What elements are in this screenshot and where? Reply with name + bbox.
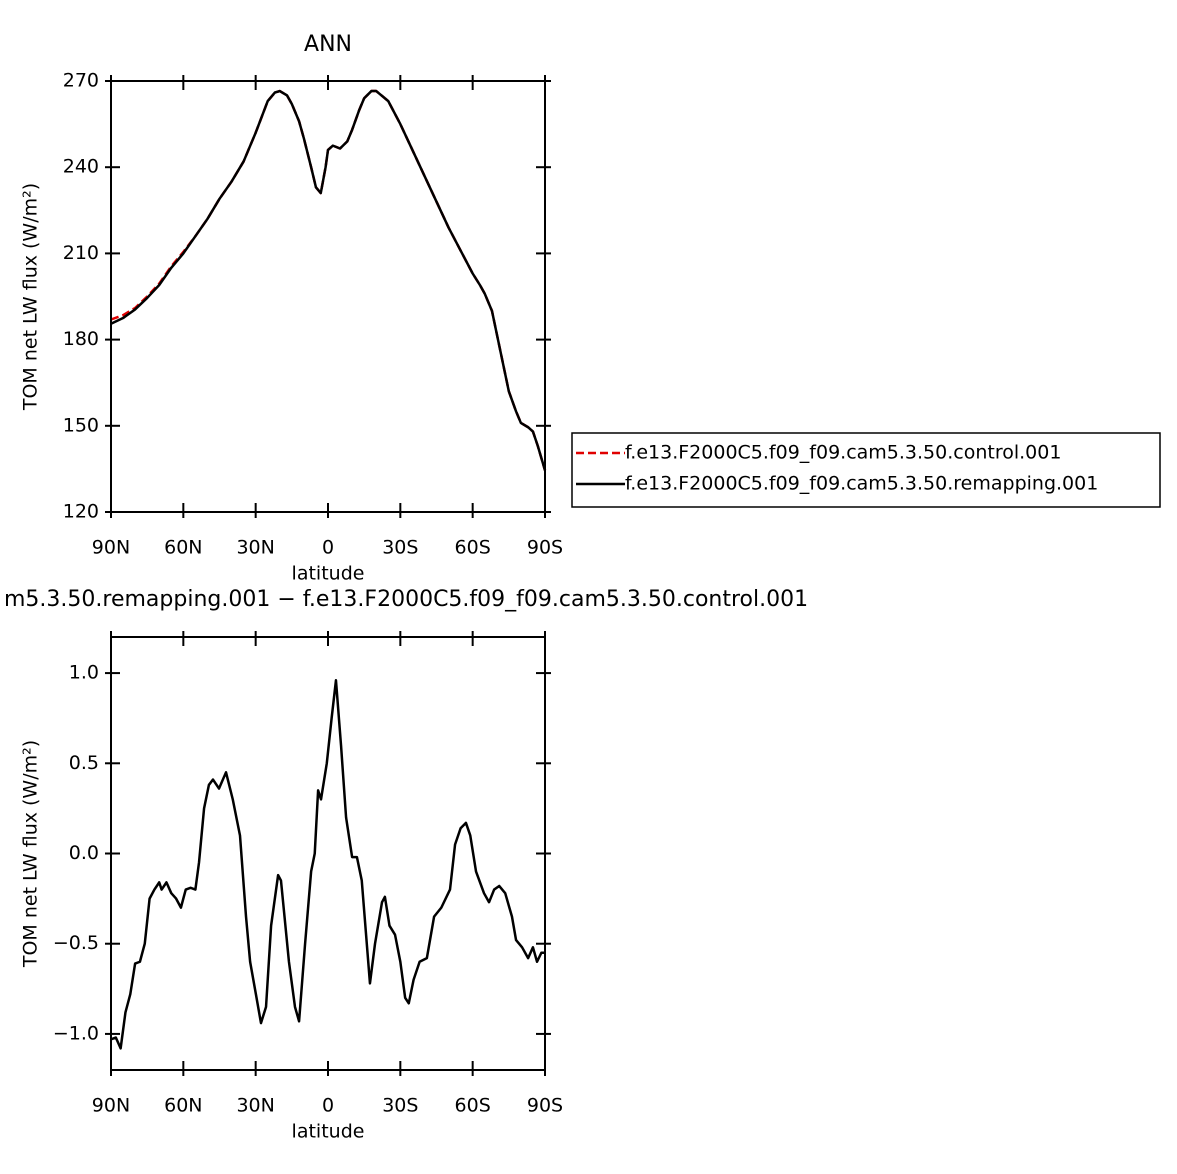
y-tick-label: 270 xyxy=(63,70,99,92)
y-tick-label: −0.5 xyxy=(53,932,99,954)
chart-title: ANN xyxy=(304,32,352,57)
y-tick-label: 180 xyxy=(63,328,99,350)
legend-box xyxy=(571,432,1161,508)
data-line xyxy=(110,89,547,471)
plot-frame xyxy=(110,80,546,513)
x-tick-label: 30S xyxy=(382,1095,418,1117)
data-line xyxy=(110,89,547,471)
y-tick-label: 210 xyxy=(63,242,99,264)
y-tick-label: −1.0 xyxy=(53,1022,99,1044)
x-tick-label: 0 xyxy=(322,537,334,559)
y-tick-label: 0.5 xyxy=(69,752,99,774)
y-tick-label: 240 xyxy=(63,156,99,178)
chart-title: m5.3.50.remapping.001 − f.e13.F2000C5.f0… xyxy=(4,587,808,612)
x-tick-label: 90S xyxy=(527,1095,563,1117)
x-tick-label: 60N xyxy=(164,537,202,559)
data-line xyxy=(110,679,545,1050)
x-axis-label: latitude xyxy=(292,563,365,585)
y-tick-label: 1.0 xyxy=(69,662,99,684)
x-tick-label: 30N xyxy=(236,537,274,559)
y-tick-label: 120 xyxy=(63,501,99,523)
x-tick-label: 30N xyxy=(236,1095,274,1117)
x-tick-label: 90N xyxy=(92,537,130,559)
x-tick-label: 30S xyxy=(382,537,418,559)
legend-label: f.e13.F2000C5.f09_f09.cam5.3.50.remappin… xyxy=(625,473,1098,495)
x-tick-label: 90N xyxy=(92,1095,130,1117)
x-axis-label: latitude xyxy=(292,1121,365,1143)
y-axis-label: TOM net LW flux (W/m²) xyxy=(20,183,42,411)
y-tick-label: 0.0 xyxy=(69,842,99,864)
plot-frame xyxy=(110,636,546,1071)
x-tick-label: 60S xyxy=(455,537,491,559)
x-tick-label: 90S xyxy=(527,537,563,559)
x-tick-label: 60S xyxy=(455,1095,491,1117)
y-tick-label: 150 xyxy=(63,414,99,436)
legend-label: f.e13.F2000C5.f09_f09.cam5.3.50.control.… xyxy=(625,442,1061,464)
x-tick-label: 0 xyxy=(322,1095,334,1117)
y-axis-label: TOM net LW flux (W/m²) xyxy=(20,740,42,968)
x-tick-label: 60N xyxy=(164,1095,202,1117)
